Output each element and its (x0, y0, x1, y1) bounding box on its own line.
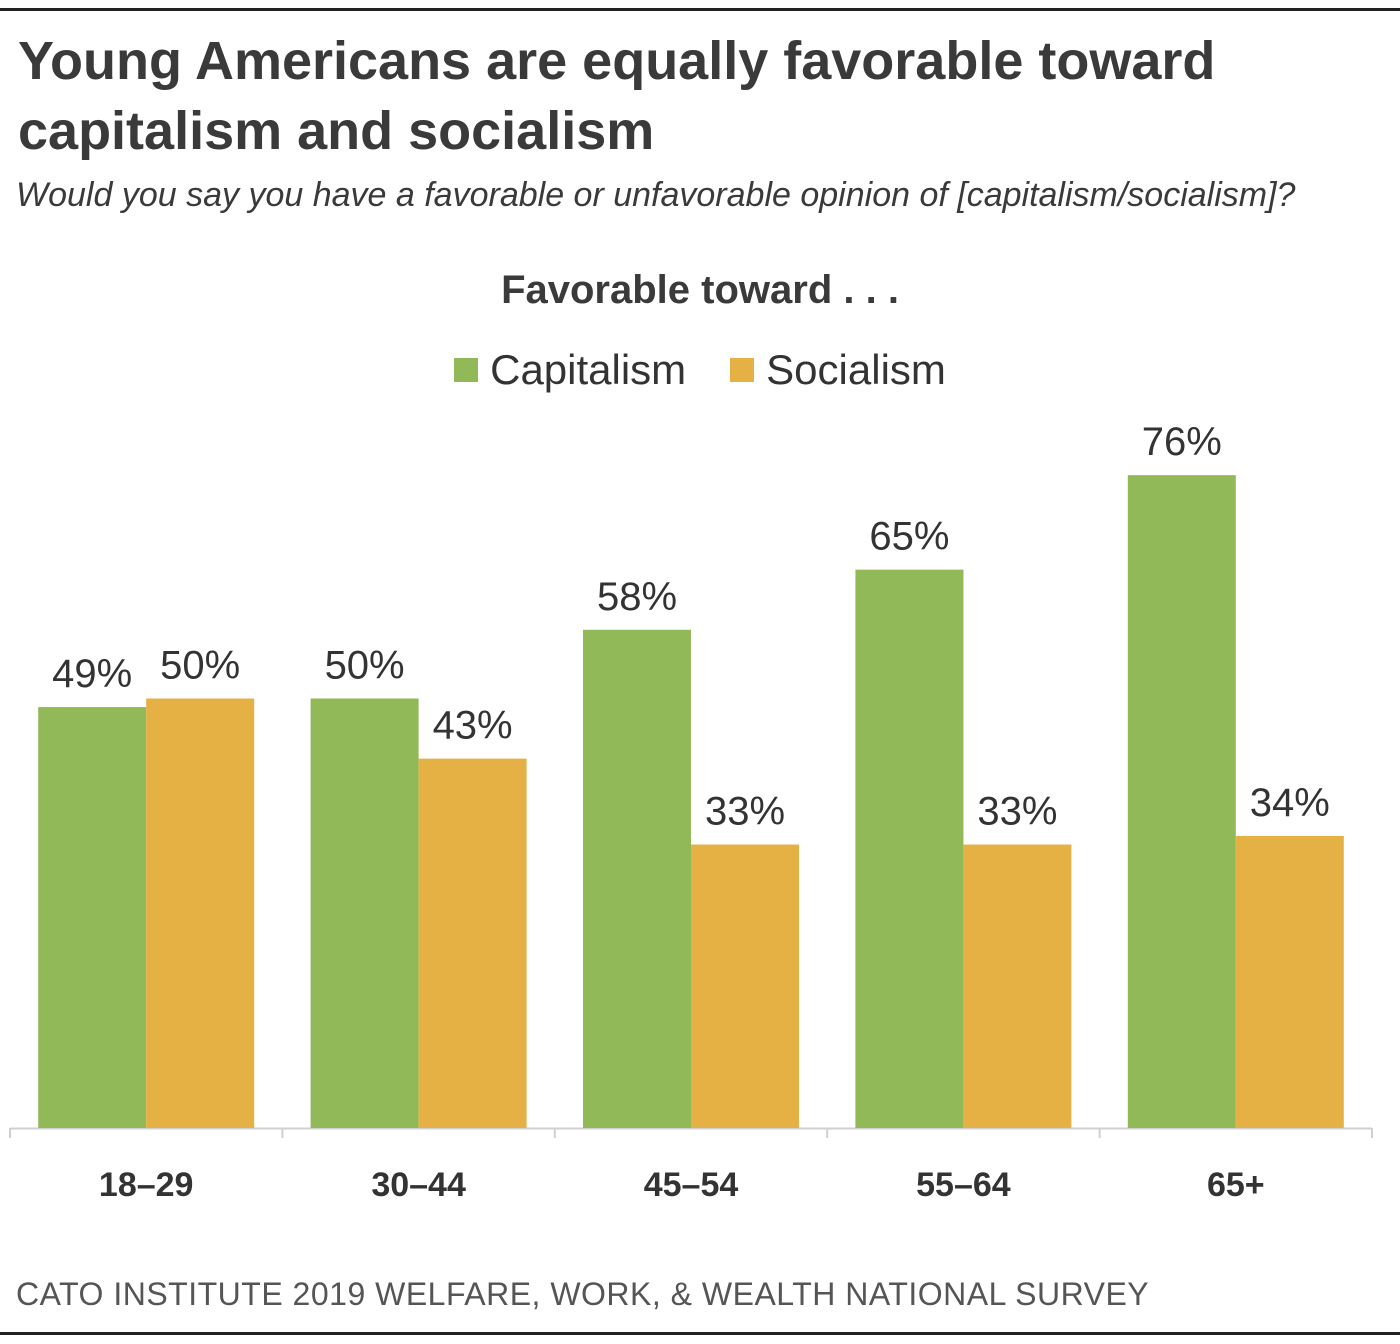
legend: Capitalism Socialism (0, 346, 1400, 394)
bar-socialism-4 (1235, 835, 1344, 1128)
x-tick-label-1: 30–44 (371, 1166, 466, 1204)
bar-socialism-3 (963, 844, 1072, 1128)
legend-item-capitalism: Capitalism (454, 346, 686, 394)
data-label-socialism-0: 50% (160, 644, 240, 688)
legend-swatch-capitalism (454, 358, 479, 382)
legend-label-socialism: Socialism (766, 346, 946, 393)
bar-socialism-2 (691, 844, 799, 1128)
legend-swatch-socialism (730, 358, 755, 382)
x-tick-label-4: 65+ (1207, 1166, 1265, 1204)
bar-capitalism-2 (583, 629, 691, 1128)
legend-item-socialism: Socialism (730, 346, 946, 394)
data-label-socialism-1: 43% (433, 704, 513, 748)
bar-socialism-0 (146, 698, 255, 1128)
bar-capitalism-0 (38, 707, 147, 1128)
x-tick-label-3: 55–64 (916, 1166, 1011, 1204)
data-label-capitalism-4: 76% (1142, 420, 1222, 464)
bar-capitalism-1 (310, 698, 419, 1128)
data-label-capitalism-0: 49% (52, 652, 132, 696)
data-label-socialism-3: 33% (977, 790, 1057, 834)
bar-socialism-1 (418, 758, 527, 1128)
chart-main-title: Young Americans are equally favorable to… (18, 31, 1216, 161)
chart-subtitle: Would you say you have a favorable or un… (16, 176, 1296, 214)
bar-capitalism-3 (855, 569, 964, 1128)
x-tick-label-2: 45–54 (644, 1166, 739, 1204)
bottom-rule (0, 1332, 1400, 1335)
data-label-capitalism-2: 58% (597, 575, 677, 619)
source-note: CATO INSTITUTE 2019 WELFARE, WORK, & WEA… (16, 1276, 1150, 1312)
top-rule (0, 8, 1400, 11)
legend-label-capitalism: Capitalism (490, 346, 687, 393)
bar-capitalism-4 (1127, 475, 1236, 1128)
data-label-capitalism-1: 50% (325, 644, 405, 688)
x-tick-label-0: 18–29 (99, 1166, 194, 1204)
data-label-socialism-2: 33% (705, 790, 785, 834)
data-label-socialism-4: 34% (1250, 781, 1330, 825)
plot-title: Favorable toward . . . (501, 268, 899, 312)
data-label-capitalism-3: 65% (869, 515, 949, 559)
